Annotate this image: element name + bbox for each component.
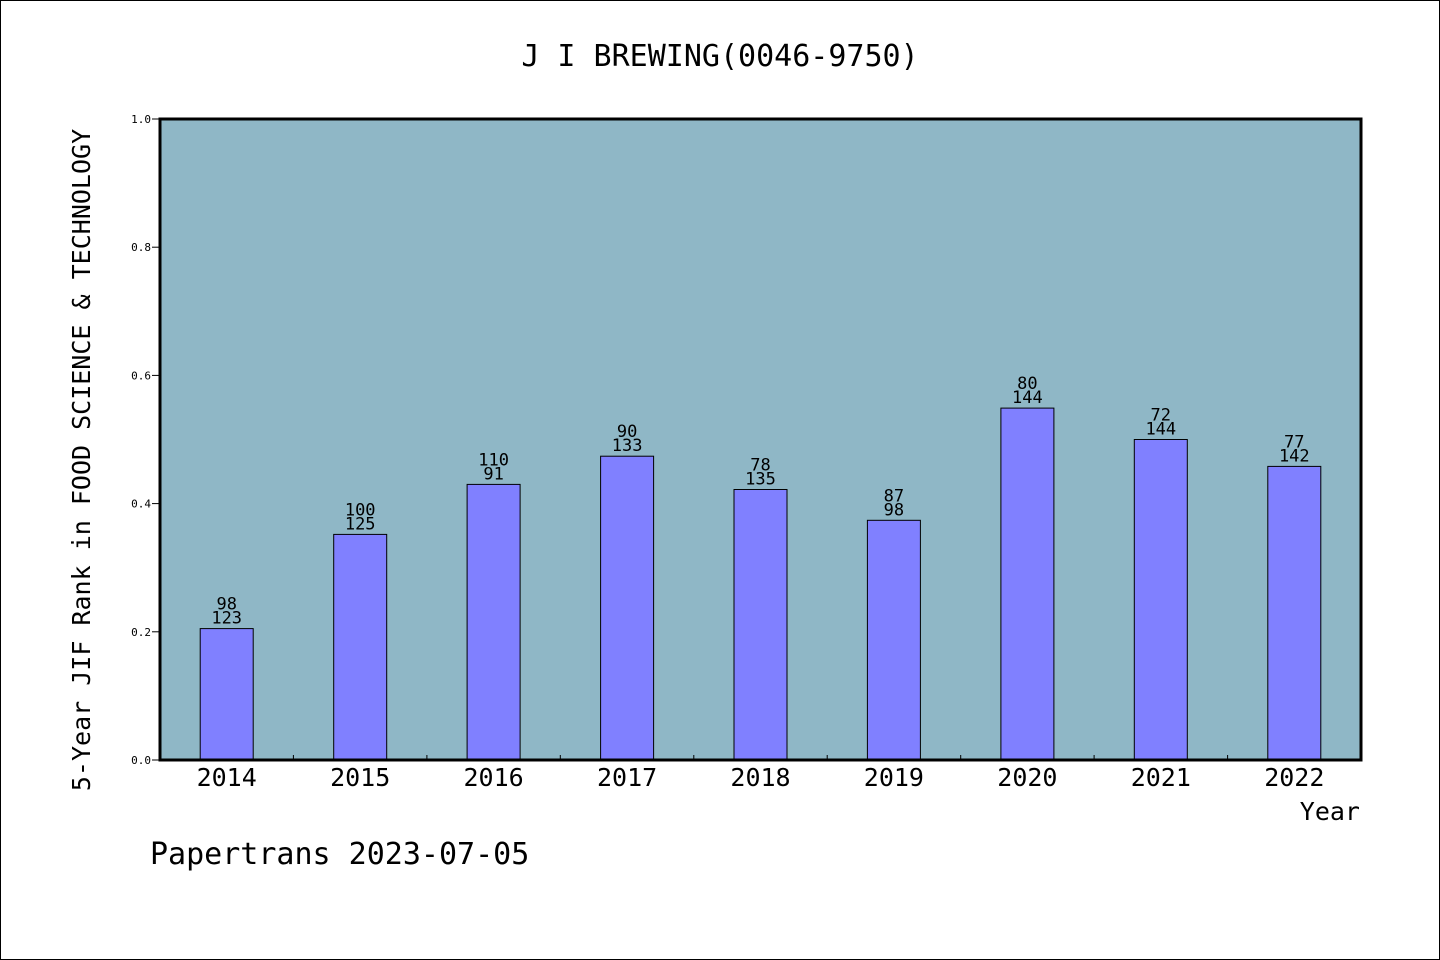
x-tick-label-2022: 2022	[1264, 763, 1324, 792]
bar-2020	[1000, 407, 1055, 761]
y-tick-label: 0.8	[131, 241, 151, 254]
bar-label-total-2016: 91	[483, 464, 503, 484]
x-tick-label-2016: 2016	[463, 763, 523, 792]
x-tick-label-2019: 2019	[864, 763, 924, 792]
bar-2014	[199, 628, 254, 761]
y-tick-label: 1.0	[131, 113, 151, 126]
x-axis-label: Year	[1300, 797, 1360, 826]
bar-label-rank-2016: 110	[478, 450, 509, 470]
bar-label-total-2022: 142	[1279, 446, 1310, 466]
bar-labels-group: 9812310012511091901337813587988014472144…	[211, 374, 1309, 628]
bar-label-rank-2018: 78	[750, 456, 770, 476]
bar-label-rank-2021: 72	[1151, 406, 1171, 426]
bar-label-total-2019: 98	[884, 500, 904, 520]
bar-label-rank-2019: 87	[884, 486, 904, 506]
footer-credit: Papertrans 2023-07-05	[150, 837, 529, 872]
bar-2019	[866, 519, 921, 761]
y-tick-label: 0.2	[131, 626, 151, 639]
bar-2015	[333, 533, 388, 761]
bar-2022	[1267, 465, 1322, 761]
bar-label-total-2021: 144	[1145, 420, 1176, 440]
x-axis-ticks: 2014 2015 2016 2017 2018 2019 2020 2021 2022	[197, 755, 1324, 792]
x-tick-label-2018: 2018	[730, 763, 790, 792]
bar-label-total-2020: 144	[1012, 388, 1043, 408]
plot-border	[158, 117, 1363, 762]
x-tick-label-2015: 2015	[330, 763, 390, 792]
x-tick-label-2017: 2017	[597, 763, 657, 792]
bar-label-rank-2017: 90	[617, 422, 637, 442]
bar-label-rank-2020: 80	[1017, 374, 1037, 394]
bar-2018	[733, 489, 788, 761]
bar-label-rank-2015: 100	[345, 500, 376, 520]
y-tick-label: 0.4	[131, 498, 151, 511]
bar-2021	[1133, 439, 1188, 761]
bar-label-total-2014: 123	[211, 609, 242, 629]
chart-title: J I BREWING(0046-9750)	[521, 39, 918, 74]
x-tick-label-2014: 2014	[197, 763, 257, 792]
bar-label-total-2018: 135	[745, 470, 776, 490]
y-tick-label: 0.0	[131, 754, 151, 767]
bar-label-total-2015: 125	[345, 514, 376, 534]
bar-2016	[466, 483, 521, 761]
x-tick-label-2021: 2021	[1131, 763, 1191, 792]
y-axis-label: 5-Year JIF Rank in FOOD SCIENCE & TECHNO…	[67, 129, 96, 791]
bar-2017	[600, 455, 655, 761]
x-tick-label-2020: 2020	[997, 763, 1057, 792]
y-axis-ticks: 0.0 0.2 0.4 0.6 0.8 1.0	[131, 113, 160, 767]
bar-label-rank-2022: 77	[1284, 432, 1304, 452]
y-tick-label: 0.6	[131, 369, 151, 382]
bar-label-rank-2014: 98	[216, 595, 236, 615]
bar-label-total-2017: 133	[612, 436, 643, 456]
bars-group	[199, 407, 1322, 761]
